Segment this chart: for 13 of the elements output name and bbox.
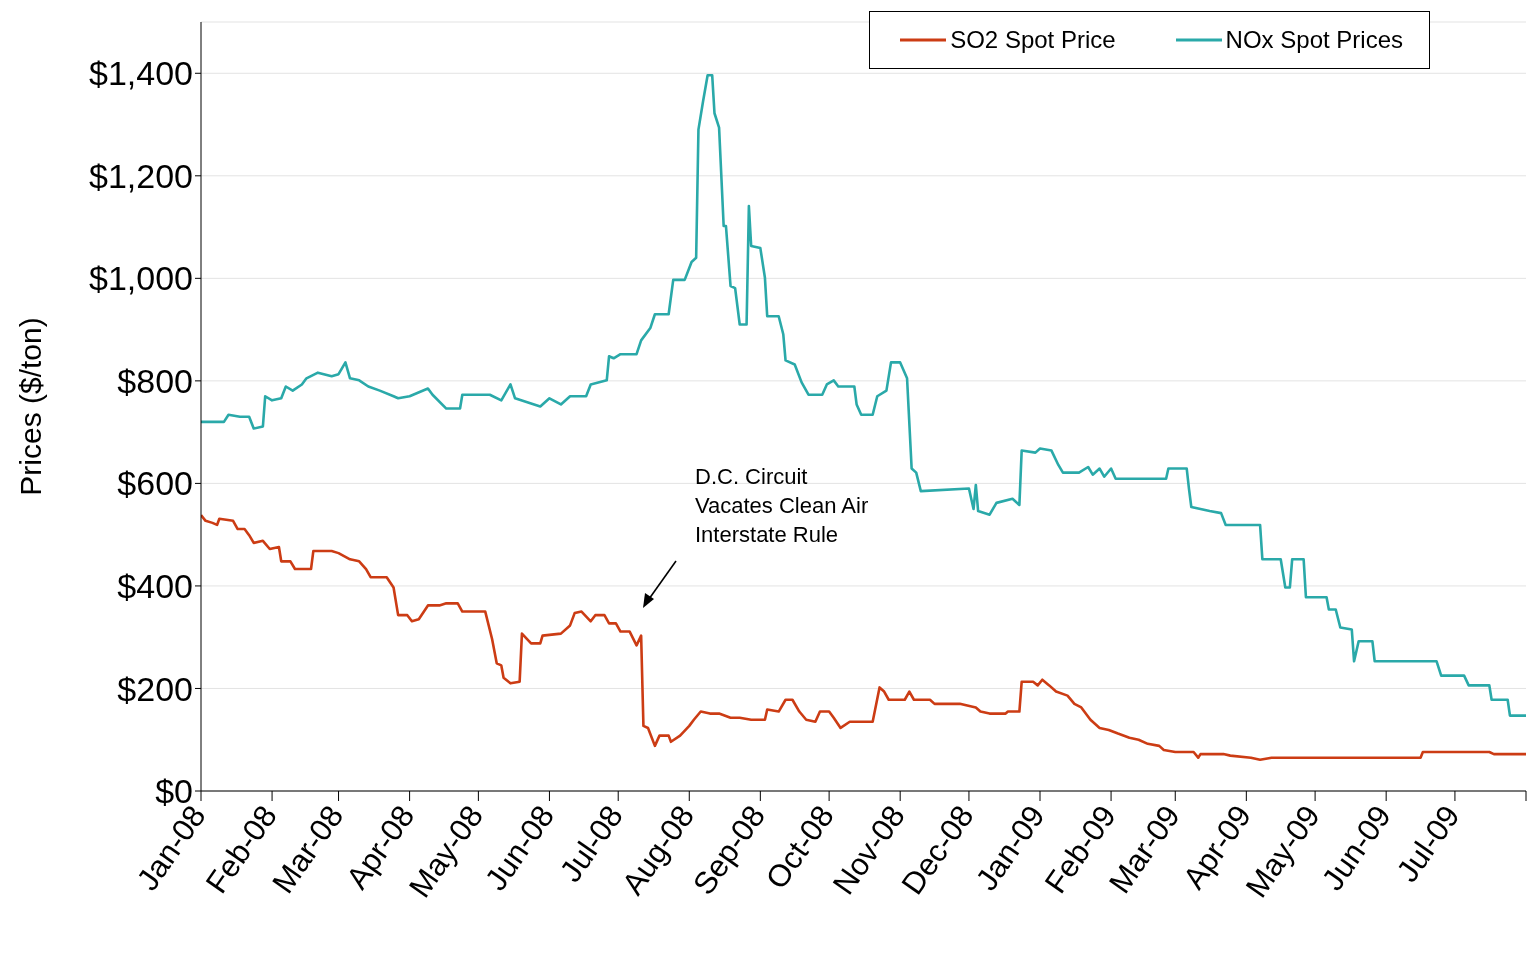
line-series bbox=[201, 513, 1526, 762]
y-axis-title: Prices ($/ton) bbox=[13, 317, 47, 496]
y-tick-label: $1,000 bbox=[89, 259, 193, 298]
y-tick-label: $1,200 bbox=[89, 156, 193, 195]
legend-label: SO2 Spot Price bbox=[950, 26, 1116, 54]
y-tick-label: $400 bbox=[117, 567, 193, 605]
y-tick-label: $800 bbox=[117, 361, 193, 400]
y-tick-label: $1,400 bbox=[89, 54, 193, 93]
line-series bbox=[201, 74, 1526, 717]
y-tick-label: $200 bbox=[117, 669, 193, 708]
legend-label: NOx Spot Prices bbox=[1225, 26, 1403, 54]
y-tick-label: $600 bbox=[117, 464, 193, 503]
annotation: D.C. Circuit Vacates Clean Air Interstate Rule bbox=[695, 463, 869, 549]
